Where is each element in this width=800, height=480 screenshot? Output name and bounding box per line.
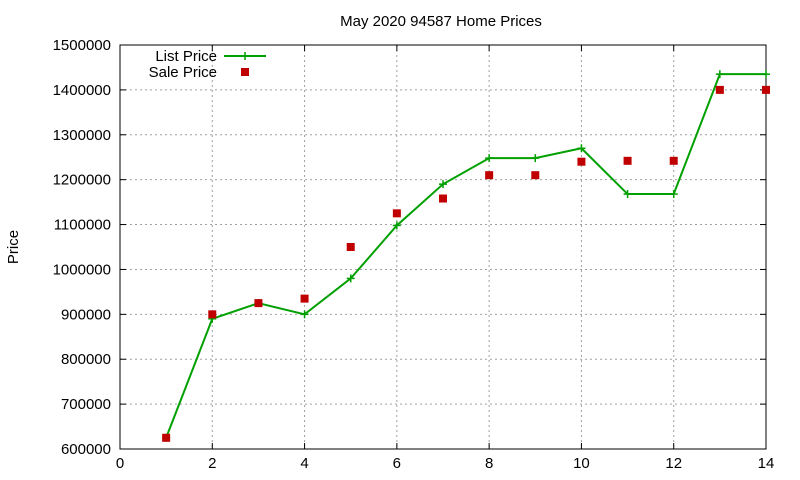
- x-tick-label: 6: [393, 455, 401, 472]
- sale-price-point: [254, 299, 263, 308]
- sale-price-point: [485, 171, 494, 180]
- list-price-point: [300, 310, 309, 319]
- sale-price-point: [669, 156, 678, 165]
- legend-swatch-marker: [241, 68, 249, 76]
- series-layer: [162, 70, 770, 442]
- y-tick-label: 700000: [61, 396, 111, 413]
- x-tick-label: 4: [300, 455, 308, 472]
- sale-price-point: [208, 310, 217, 319]
- list-price-point: [439, 180, 447, 189]
- sale-price-point: [531, 171, 540, 180]
- sale-price-point: [346, 243, 355, 251]
- list-price-point: [392, 221, 401, 230]
- y-tick-label: 1100000: [54, 217, 111, 234]
- list-price-point: [577, 144, 586, 153]
- x-tick-label: 10: [573, 455, 590, 472]
- x-tick-label: 14: [758, 455, 775, 472]
- legend-swatch-marker: [241, 52, 249, 60]
- x-tick-label: 0: [116, 455, 124, 472]
- sale-price-point: [392, 209, 401, 218]
- sale-price-point: [715, 85, 724, 94]
- sale-price-point: [623, 156, 632, 165]
- sale-price-point: [577, 157, 586, 166]
- list-price-point: [346, 274, 355, 283]
- sale-price-point: [439, 194, 447, 203]
- y-tick-label: 600000: [61, 441, 111, 458]
- list-price-point: [762, 70, 770, 79]
- y-tick-label: 1300000: [53, 127, 111, 144]
- y-tick-label: 1500000: [53, 37, 111, 54]
- chart-title: May 2020 94587 Home Prices: [340, 13, 542, 30]
- sale-price-point: [300, 294, 309, 303]
- legend-label: List Price: [155, 48, 217, 65]
- sale-price-point: [762, 85, 770, 94]
- series-line-list-price: [165, 73, 766, 439]
- sale-price-point: [162, 433, 171, 442]
- y-tick-label: 1400000: [53, 82, 111, 99]
- legend-label: Sale Price: [149, 64, 217, 81]
- y-tick-label: 900000: [61, 306, 111, 323]
- axis-ticks: 0 2 4 6 8 10 12 14 600000 700000 800000 900000 10000…: [53, 37, 775, 472]
- list-price-point: [485, 154, 494, 163]
- list-price-point: [715, 70, 724, 79]
- y-tick-label: 800000: [61, 351, 111, 368]
- plot-frame: [119, 44, 767, 450]
- list-price-point: [531, 154, 540, 163]
- y-tick-label: 1000000: [53, 261, 111, 278]
- x-tick-label: 8: [485, 455, 493, 472]
- y-tick-label: 1200000: [53, 172, 111, 189]
- y-axis-label: Price: [5, 230, 22, 264]
- x-tick-label: 2: [208, 455, 216, 472]
- list-price-point: [623, 190, 632, 199]
- list-price-point: [669, 190, 678, 199]
- grid-lines: [120, 45, 766, 449]
- x-tick-label: 12: [665, 455, 682, 472]
